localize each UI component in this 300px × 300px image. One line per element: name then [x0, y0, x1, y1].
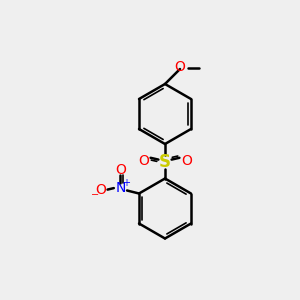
- Text: O: O: [115, 163, 126, 176]
- Text: O: O: [95, 183, 106, 196]
- Text: O: O: [138, 154, 149, 167]
- Text: N: N: [115, 181, 126, 195]
- Text: S: S: [159, 153, 171, 171]
- Text: −: −: [92, 190, 100, 200]
- Text: O: O: [175, 60, 185, 74]
- Text: O: O: [181, 154, 192, 167]
- Text: +: +: [122, 178, 130, 188]
